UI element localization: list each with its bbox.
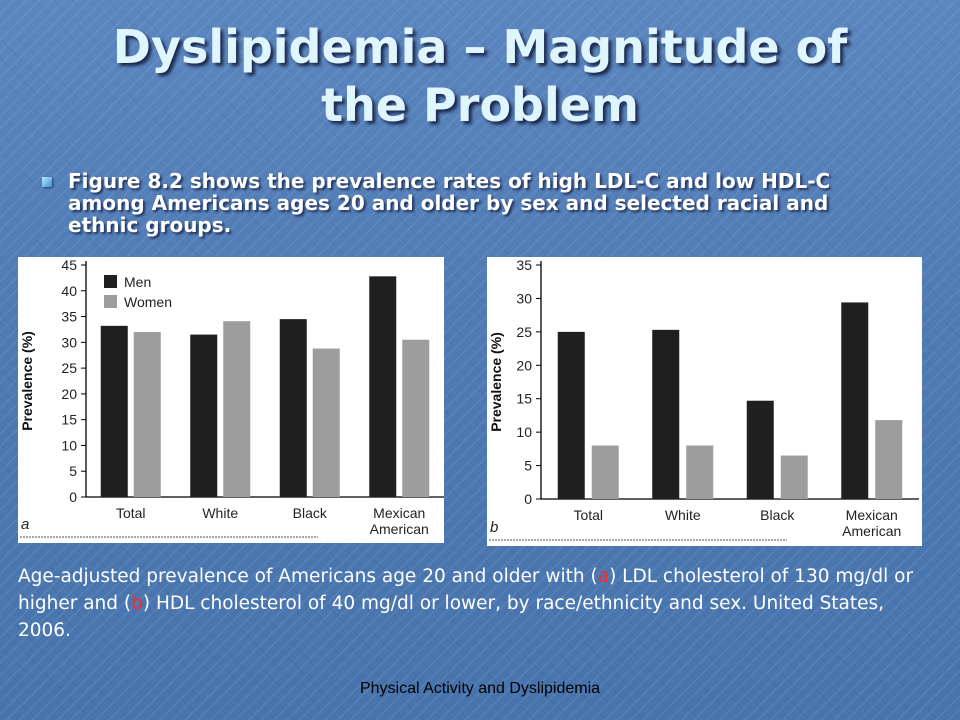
y-tick-label: 20 bbox=[516, 357, 532, 373]
y-tick-label: 5 bbox=[69, 463, 77, 479]
x-tick-label: Mexican American bbox=[370, 505, 429, 537]
panel-label: a bbox=[21, 516, 29, 533]
y-tick-label: 5 bbox=[524, 458, 532, 474]
bar-men bbox=[841, 302, 869, 499]
bar-men bbox=[369, 276, 397, 497]
caption-text-1: Age-adjusted prevalence of Americans age… bbox=[18, 566, 598, 587]
bar-women bbox=[133, 332, 161, 497]
x-tick-label: Black bbox=[760, 507, 795, 523]
bar-men bbox=[652, 329, 680, 499]
panel-label: b bbox=[490, 519, 498, 536]
x-tick-label: Total bbox=[573, 507, 603, 523]
legend-swatch-women bbox=[104, 295, 117, 308]
bar-women bbox=[780, 455, 808, 499]
y-tick-label: 25 bbox=[61, 360, 77, 376]
y-tick-label: 10 bbox=[516, 424, 532, 440]
bar-women bbox=[312, 348, 340, 497]
bar-women bbox=[402, 339, 430, 497]
y-tick-label: 35 bbox=[516, 257, 532, 273]
y-tick-label: 30 bbox=[516, 290, 532, 306]
y-tick-label: 35 bbox=[61, 309, 77, 325]
chart-b-svg: 0 5 10 15 20 25 30 35 Prevalence (%) Total White Bl… bbox=[488, 257, 919, 541]
chart-a-svg: 0 5 10 15 20 25 30 35 40 45 Prevalence (%) Total Whi… bbox=[19, 257, 444, 538]
y-tick-label: 0 bbox=[524, 491, 532, 507]
y-tick-label: 0 bbox=[69, 489, 77, 505]
caption-label-b: b bbox=[131, 593, 143, 614]
x-tick-label: White bbox=[202, 505, 238, 521]
slide-footer: Physical Activity and Dyslipidemia bbox=[359, 680, 601, 697]
y-tick-label: 40 bbox=[61, 283, 77, 299]
bullet-item: Figure 8.2 shows the prevalence rates of… bbox=[42, 170, 902, 236]
bar-men bbox=[190, 334, 218, 497]
legend-label-men: Men bbox=[124, 274, 151, 290]
bar-women bbox=[591, 445, 619, 499]
legend-label-women: Women bbox=[124, 294, 172, 310]
chart-panel-b: 0 5 10 15 20 25 30 35 Prevalence (%) Total White Bl… bbox=[487, 257, 922, 546]
bar-women bbox=[223, 321, 251, 497]
bar-men bbox=[279, 319, 307, 497]
slide-title: Dyslipidemia – Magnitude of the Problem bbox=[40, 18, 920, 134]
y-tick-label: 45 bbox=[61, 257, 77, 273]
caption-text-2: ) LDL cholesterol of 130 mg/dl or higher… bbox=[18, 566, 914, 614]
y-tick-label: 10 bbox=[61, 437, 77, 453]
x-tick-label: Mexican American bbox=[842, 507, 901, 539]
slide-title-line2: the Problem bbox=[321, 78, 639, 132]
chart-panel-a: 0 5 10 15 20 25 30 35 40 45 Prevalence (%) Total Whi… bbox=[18, 257, 444, 543]
y-tick-label: 30 bbox=[61, 334, 77, 350]
slide-title-line1: Dyslipidemia – Magnitude of bbox=[112, 20, 848, 74]
x-tick-label: Total bbox=[116, 505, 146, 521]
legend-swatch-men bbox=[104, 275, 117, 288]
bar-men bbox=[100, 325, 128, 497]
bullet-text: Figure 8.2 shows the prevalence rates of… bbox=[68, 169, 831, 237]
bullet-square-icon bbox=[42, 177, 52, 187]
y-axis-title: Prevalence (%) bbox=[488, 332, 504, 432]
caption-label-a: a bbox=[597, 566, 610, 587]
y-axis-title: Prevalence (%) bbox=[19, 331, 35, 431]
bar-women bbox=[686, 445, 714, 499]
y-tick-label: 25 bbox=[516, 324, 532, 340]
x-tick-label: White bbox=[665, 507, 701, 523]
x-tick-label: Black bbox=[293, 505, 328, 521]
bar-men bbox=[557, 331, 585, 499]
bar-women bbox=[875, 420, 903, 499]
figure-caption: Age-adjusted prevalence of Americans age… bbox=[18, 563, 938, 644]
bar-men bbox=[746, 400, 774, 499]
y-tick-label: 20 bbox=[61, 386, 77, 402]
caption-text-3: ) HDL cholesterol of 40 mg/dl or lower, … bbox=[18, 593, 885, 641]
y-tick-label: 15 bbox=[61, 412, 77, 428]
y-tick-label: 15 bbox=[516, 391, 532, 407]
